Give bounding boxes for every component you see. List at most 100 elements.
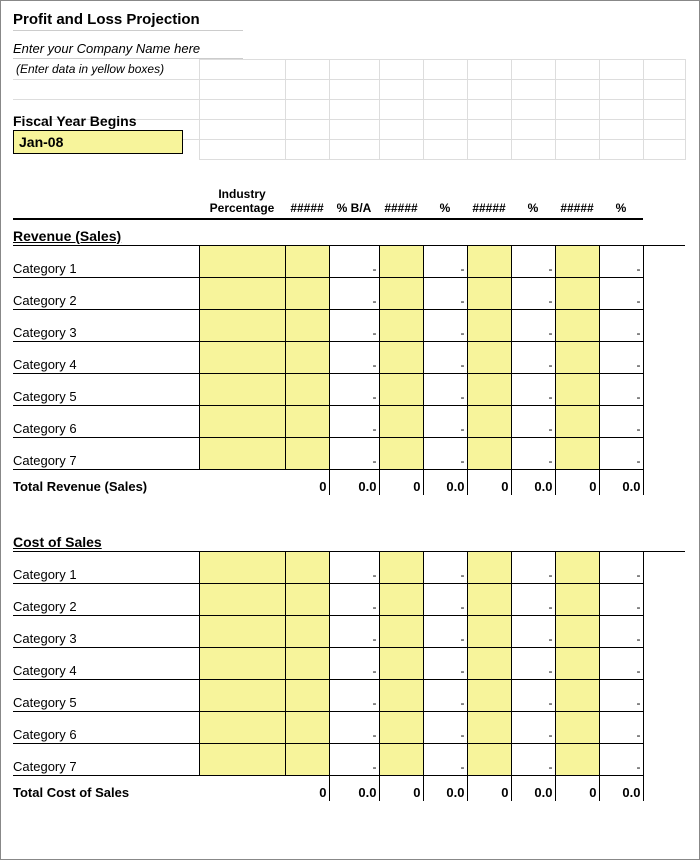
input-cell[interactable] — [555, 405, 599, 437]
input-cell[interactable] — [199, 647, 285, 679]
input-cell[interactable] — [379, 711, 423, 743]
input-cell[interactable] — [199, 437, 285, 469]
input-cell[interactable] — [285, 583, 329, 615]
input-cell[interactable] — [285, 615, 329, 647]
input-cell[interactable] — [285, 341, 329, 373]
input-cell[interactable] — [379, 437, 423, 469]
input-cell[interactable] — [379, 679, 423, 711]
input-cell[interactable] — [199, 245, 285, 277]
input-cell[interactable] — [467, 437, 511, 469]
input-cell[interactable] — [555, 647, 599, 679]
category-row: Category 3---- — [13, 615, 685, 647]
input-cell[interactable] — [467, 711, 511, 743]
input-cell[interactable] — [379, 245, 423, 277]
category-label: Category 4 — [13, 341, 199, 373]
pad-cell — [643, 245, 685, 277]
pad-cell — [643, 679, 685, 711]
input-cell[interactable] — [285, 277, 329, 309]
input-cell[interactable] — [467, 341, 511, 373]
input-cell[interactable] — [199, 583, 285, 615]
input-cell[interactable] — [555, 277, 599, 309]
category-label: Category 3 — [13, 309, 199, 341]
category-label: Category 7 — [13, 743, 199, 775]
input-cell[interactable] — [379, 583, 423, 615]
input-cell[interactable] — [199, 277, 285, 309]
input-cell[interactable] — [555, 711, 599, 743]
company-name-placeholder[interactable]: Enter your Company Name here — [13, 41, 243, 59]
input-cell[interactable] — [199, 679, 285, 711]
input-cell[interactable] — [285, 711, 329, 743]
input-cell[interactable] — [555, 551, 599, 583]
input-cell[interactable] — [285, 245, 329, 277]
input-cell[interactable] — [379, 373, 423, 405]
input-cell[interactable] — [467, 647, 511, 679]
calc-cell: - — [329, 405, 379, 437]
input-cell[interactable] — [199, 711, 285, 743]
input-cell[interactable] — [199, 309, 285, 341]
input-cell[interactable] — [199, 373, 285, 405]
input-cell[interactable] — [555, 373, 599, 405]
input-cell[interactable] — [285, 647, 329, 679]
input-cell[interactable] — [379, 309, 423, 341]
input-cell[interactable] — [285, 743, 329, 775]
input-cell[interactable] — [379, 341, 423, 373]
pad-cell — [643, 469, 685, 495]
input-cell[interactable] — [379, 277, 423, 309]
total-value: 0.0 — [599, 775, 643, 801]
calc-cell: - — [329, 373, 379, 405]
input-cell[interactable] — [285, 405, 329, 437]
input-cell[interactable] — [555, 245, 599, 277]
input-cell[interactable] — [285, 679, 329, 711]
input-cell[interactable] — [379, 647, 423, 679]
instructions-note: (Enter data in yellow boxes) — [13, 60, 199, 80]
input-cell[interactable] — [467, 743, 511, 775]
pad-cell — [643, 583, 685, 615]
input-cell[interactable] — [467, 583, 511, 615]
input-cell[interactable] — [379, 615, 423, 647]
category-row: Category 4---- — [13, 647, 685, 679]
input-cell[interactable] — [467, 615, 511, 647]
input-cell[interactable] — [467, 679, 511, 711]
input-cell[interactable] — [467, 309, 511, 341]
calc-cell: - — [329, 615, 379, 647]
input-cell[interactable] — [285, 309, 329, 341]
calc-cell: - — [423, 583, 467, 615]
calc-cell: - — [511, 309, 555, 341]
main-data-table: Industry Percentage ##### % B/A ##### % … — [13, 187, 685, 801]
input-cell[interactable] — [199, 341, 285, 373]
input-cell[interactable] — [379, 551, 423, 583]
input-cell[interactable] — [555, 437, 599, 469]
input-cell[interactable] — [467, 405, 511, 437]
input-cell[interactable] — [555, 615, 599, 647]
category-label: Category 2 — [13, 277, 199, 309]
calc-cell: - — [599, 647, 643, 679]
input-cell[interactable] — [555, 309, 599, 341]
calc-cell: - — [329, 341, 379, 373]
input-cell[interactable] — [379, 405, 423, 437]
input-cell[interactable] — [467, 245, 511, 277]
total-value: 0.0 — [329, 775, 379, 801]
input-cell[interactable] — [467, 277, 511, 309]
input-cell[interactable] — [555, 743, 599, 775]
input-cell[interactable] — [555, 341, 599, 373]
col-header-7: % — [511, 187, 555, 219]
category-row: Category 2---- — [13, 277, 685, 309]
input-cell[interactable] — [199, 405, 285, 437]
category-row: Category 1---- — [13, 551, 685, 583]
input-cell[interactable] — [467, 373, 511, 405]
input-cell[interactable] — [199, 743, 285, 775]
category-row: Category 6---- — [13, 711, 685, 743]
input-cell[interactable] — [467, 551, 511, 583]
input-cell[interactable] — [555, 583, 599, 615]
col-header-9: % — [599, 187, 643, 219]
input-cell[interactable] — [555, 679, 599, 711]
input-cell[interactable] — [285, 551, 329, 583]
total-value — [199, 775, 285, 801]
input-cell[interactable] — [199, 551, 285, 583]
input-cell[interactable] — [199, 615, 285, 647]
input-cell[interactable] — [379, 743, 423, 775]
input-cell[interactable] — [285, 437, 329, 469]
input-cell[interactable] — [285, 373, 329, 405]
calc-cell: - — [511, 583, 555, 615]
fiscal-year-input[interactable]: Jan-08 — [13, 130, 183, 154]
